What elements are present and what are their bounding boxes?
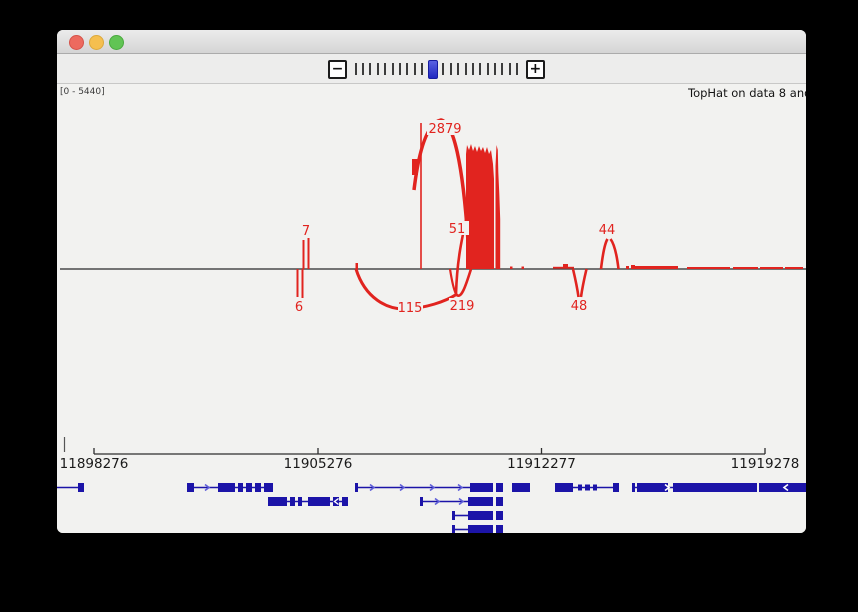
gene-row-1[interactable] xyxy=(57,483,806,492)
coordinate-ruler[interactable]: 11898276 11905276 11912277 11919278 xyxy=(60,437,800,472)
app-window: − + [0 - 5440] TopHat on data 8 and d xyxy=(57,30,806,533)
label-backdrop xyxy=(398,300,423,313)
track-name-label: TopHat on data 8 and d xyxy=(688,86,806,100)
ruler-label-2: 11905276 xyxy=(284,456,353,472)
zoom-in-button[interactable]: + xyxy=(525,59,545,79)
junction-48 xyxy=(571,268,588,298)
label-backdrop xyxy=(449,298,476,311)
toolbar: − + xyxy=(57,54,806,84)
close-button[interactable] xyxy=(69,35,84,50)
strand-arrow-icon xyxy=(664,483,671,492)
ruler-label-4: 11919278 xyxy=(731,456,800,472)
label-backdrop xyxy=(427,120,464,135)
junction-219-arc-left xyxy=(448,268,457,295)
track-panel[interactable]: [0 - 5440] TopHat on data 8 and d 7 6 xyxy=(57,84,806,533)
junction-44 xyxy=(599,238,620,270)
junction-label-219: 219 xyxy=(450,299,475,314)
coverage-peak-right xyxy=(495,145,501,269)
gene-row-4[interactable] xyxy=(452,525,503,533)
junction-label-2879: 2879 xyxy=(428,122,461,137)
junction-label-6: 6 xyxy=(295,300,303,315)
sashimi-track[interactable]: 7 6 115 2879 xyxy=(60,118,806,316)
strand-arrow-icon xyxy=(204,483,211,492)
junction-label-51: 51 xyxy=(449,222,466,237)
junction-label-115: 115 xyxy=(398,301,423,316)
minimize-button[interactable] xyxy=(89,35,104,50)
maximize-button[interactable] xyxy=(109,35,124,50)
junction-label-44: 44 xyxy=(599,223,616,238)
gene-annotation-track[interactable] xyxy=(57,483,806,533)
coverage-low-marks xyxy=(510,264,803,269)
coverage-flank xyxy=(412,159,418,175)
zoom-out-button[interactable]: − xyxy=(328,59,347,79)
strand-arrow-icon xyxy=(782,483,789,492)
coverage-peak xyxy=(466,144,494,269)
junction-7 xyxy=(302,238,310,269)
strand-arrows xyxy=(369,483,464,492)
junction-label-48: 48 xyxy=(571,299,588,314)
ruler-label-3: 11912277 xyxy=(507,456,576,472)
ruler-ticks xyxy=(93,448,766,454)
junction-label-7: 7 xyxy=(302,224,310,239)
strand-arrows xyxy=(434,497,465,506)
zoom-slider-track[interactable] xyxy=(352,59,521,79)
zoom-slider[interactable]: − + xyxy=(328,59,545,79)
zoom-slider-thumb[interactable] xyxy=(427,59,438,79)
strand-arrow-icon xyxy=(333,497,339,506)
junction-115-tick xyxy=(355,263,358,269)
gene-row-3[interactable] xyxy=(452,511,503,520)
gene-row-2[interactable] xyxy=(268,497,503,506)
coverage-range-label: [0 - 5440] xyxy=(60,87,105,97)
label-backdrop xyxy=(444,221,469,235)
junction-6 xyxy=(296,269,304,298)
junction-219-arc xyxy=(454,268,473,297)
tracks-canvas[interactable]: 7 6 115 2879 xyxy=(57,84,806,533)
ruler-label-1: 11898276 xyxy=(60,456,129,472)
titlebar[interactable] xyxy=(57,30,806,54)
